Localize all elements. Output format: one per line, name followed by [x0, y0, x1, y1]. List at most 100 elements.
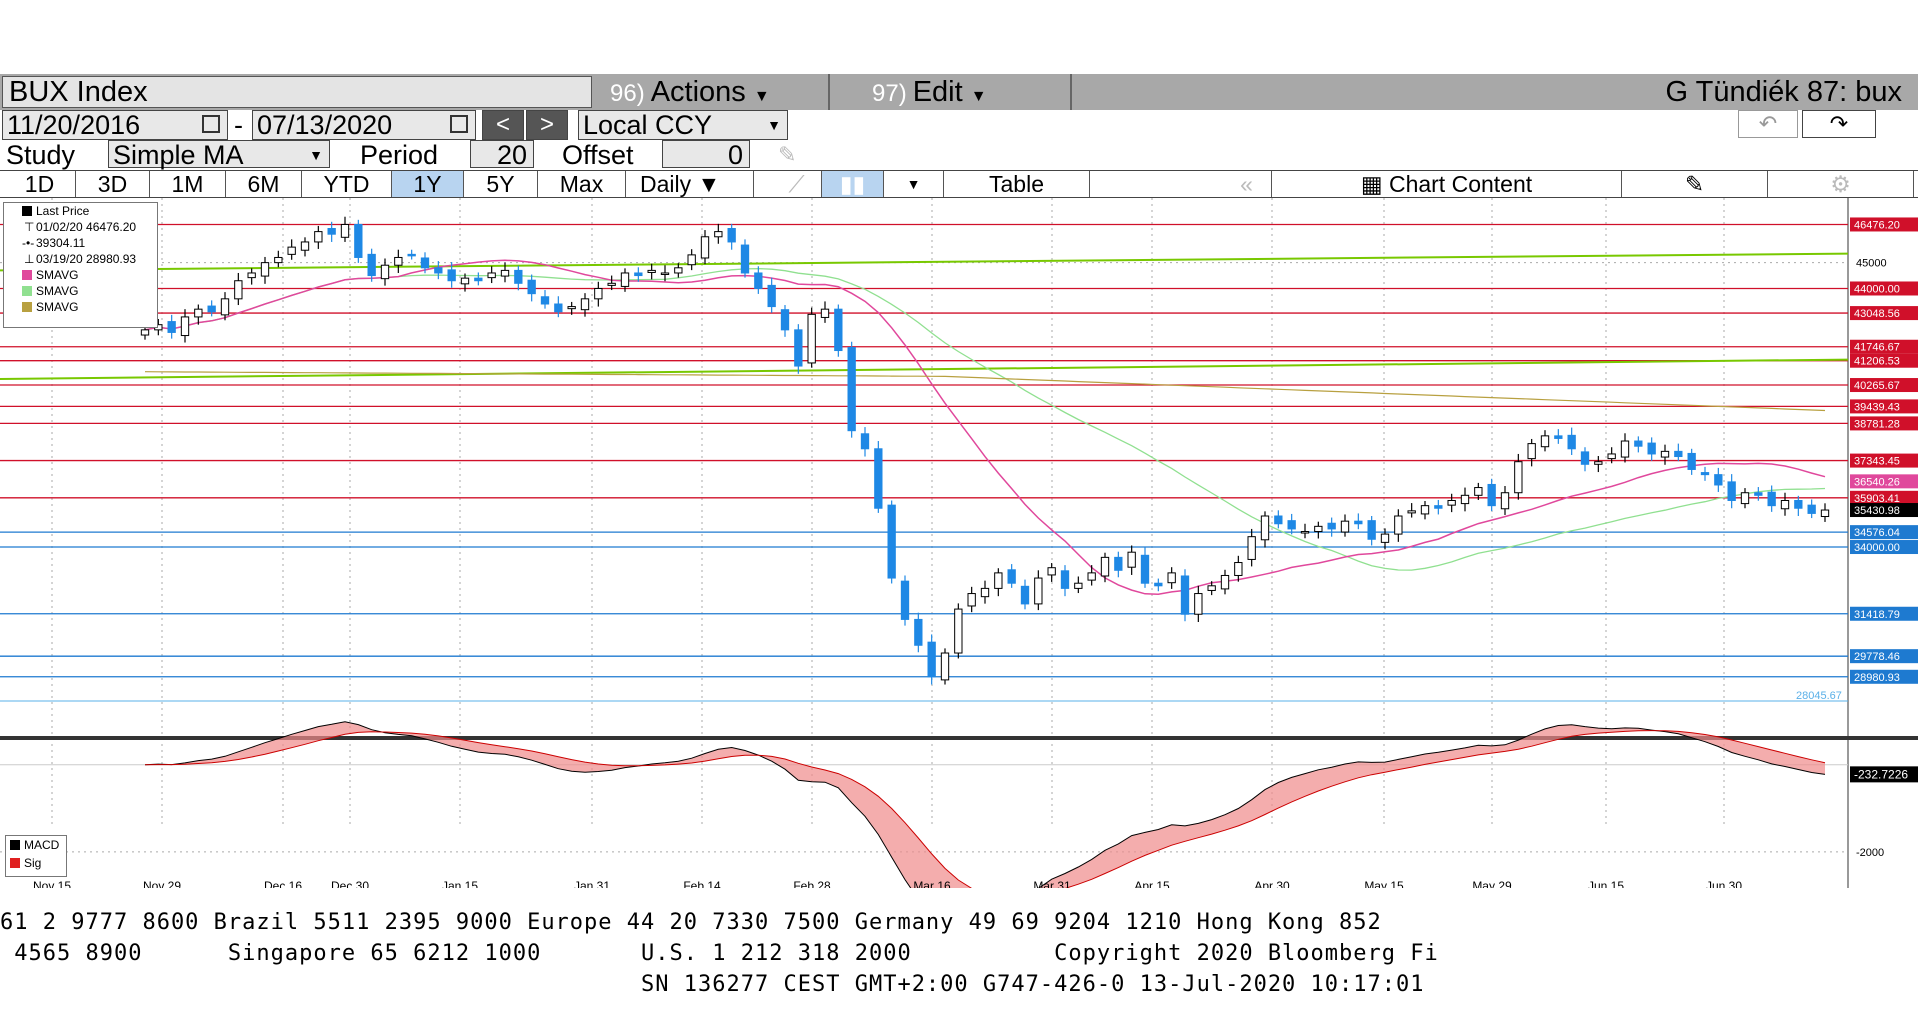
undo-icon[interactable]: ↶: [1738, 110, 1798, 138]
chart-content-label: Chart Content: [1388, 171, 1533, 197]
candle-body: [1247, 536, 1256, 560]
study-label: Study: [6, 140, 76, 170]
range-5y-button[interactable]: 5Y: [464, 171, 538, 197]
candle-body: [367, 253, 376, 277]
candle-body: [1527, 443, 1536, 460]
candle-body: [554, 303, 563, 313]
candle-body: [300, 241, 310, 251]
candle-body: [1727, 481, 1736, 501]
study-select[interactable]: Simple MA ▼: [108, 140, 330, 170]
candle-body: [674, 267, 683, 274]
candle-body: [380, 264, 390, 280]
pencil-icon[interactable]: ✎: [778, 142, 797, 167]
candle-body: [487, 272, 496, 279]
candle-body: [1207, 585, 1216, 591]
offset-input[interactable]: 0: [662, 140, 750, 169]
calendar-icon[interactable]: [450, 115, 468, 133]
currency-select[interactable]: Local CCY ▼: [578, 110, 788, 140]
swatch-icon: [10, 840, 20, 850]
chart-content-icon: ▦: [1360, 171, 1383, 197]
candle-body: [754, 272, 763, 289]
candle-body: [714, 231, 723, 238]
horizontal-levels: [0, 223, 1848, 702]
candle-body: [740, 244, 750, 274]
period-input[interactable]: 20: [470, 140, 534, 169]
range-ytd-button[interactable]: YTD: [302, 171, 392, 197]
candle-body: [1354, 520, 1363, 525]
ticker-field[interactable]: BUX Index: [2, 76, 592, 108]
range-bar: [0, 170, 1918, 198]
candle-body: [460, 277, 470, 285]
range-max-button[interactable]: Max: [538, 171, 626, 197]
range-1m-button[interactable]: 1M: [150, 171, 226, 197]
price-chart[interactable]: 45000 46476.20 44000.00 43048.56 41746.67 41…: [0, 198, 1918, 888]
candle-body: [1634, 440, 1643, 447]
study-text: Simple MA: [113, 140, 244, 170]
candle-body: [1460, 494, 1470, 505]
candle-body: [474, 277, 483, 282]
candle-body: [1060, 570, 1070, 589]
x-tick-label: Feb 28: [793, 879, 831, 888]
candle-body: [834, 308, 843, 352]
start-date-field[interactable]: 11/20/2016: [2, 110, 228, 140]
calendar-icon[interactable]: [202, 115, 220, 133]
chart-grid: 45000: [0, 198, 1918, 888]
candle-body: [660, 272, 670, 275]
range-6m-button[interactable]: 6M: [226, 171, 302, 197]
price-label-bg: [1850, 606, 1918, 621]
candle-body: [1740, 492, 1750, 505]
candle-body: [927, 641, 936, 678]
price-label-bg: [1850, 669, 1918, 684]
candle-body: [1287, 520, 1296, 530]
collapse-icon[interactable]: «: [1222, 171, 1272, 197]
range-3d-button[interactable]: 3D: [76, 171, 150, 197]
candles: [140, 216, 1830, 685]
candle-body: [1034, 577, 1043, 605]
candle-body: [967, 593, 976, 607]
actions-menu-button[interactable]: 96) Actions ▼: [600, 74, 830, 110]
price-label-bg: [1850, 306, 1918, 321]
redo-icon[interactable]: ↷: [1802, 110, 1876, 138]
x-tick-label: May 15: [1364, 879, 1404, 888]
candle-body: [1114, 556, 1123, 571]
candle-body: [1327, 522, 1336, 530]
swatch-icon: [22, 286, 32, 296]
candle-body: [327, 228, 336, 235]
table-button[interactable]: Table: [944, 171, 1090, 197]
legend-low: ⊥ 03/19/20 28980.93: [24, 252, 137, 266]
footer-line-3: SN 136277 CEST GMT+2:00 G747-426-0 13-Ju…: [0, 972, 1425, 997]
candle-chart-icon[interactable]: ▮▮: [822, 171, 884, 197]
end-date-field[interactable]: 07/13/2020: [252, 110, 476, 140]
candle-body: [1687, 452, 1696, 470]
candle-body: [860, 433, 870, 450]
candle-body: [1660, 450, 1670, 458]
next-button[interactable]: >: [526, 110, 568, 140]
x-tick-label: Nov 15: [33, 879, 71, 888]
gear-icon[interactable]: ⚙: [1768, 171, 1914, 197]
chevron-down-icon[interactable]: ▼: [884, 171, 944, 197]
candle-body: [820, 308, 830, 318]
chart-content-button[interactable]: ▦ Chart Content: [1272, 171, 1622, 197]
line-chart-icon[interactable]: ⟋: [772, 171, 822, 197]
candle-body: [980, 587, 990, 598]
candle-body: [1234, 562, 1243, 576]
prev-button[interactable]: <: [482, 110, 524, 140]
price-label-bg: [1850, 540, 1918, 555]
range-1y-button[interactable]: 1Y: [392, 171, 464, 197]
candle-body: [1340, 520, 1350, 533]
candle-body: [500, 269, 510, 277]
candle-body: [1074, 582, 1083, 589]
candle-body: [1180, 575, 1190, 615]
candle-body: [1260, 515, 1270, 541]
footer-line-1: 61 2 9777 8600 Brazil 5511 2395 9000 Eur…: [0, 910, 1382, 935]
candle-body: [1674, 450, 1683, 458]
chevron-down-icon: ▼: [970, 88, 987, 105]
frequency-select[interactable]: Daily ▼: [626, 171, 754, 197]
range-1d-button[interactable]: 1D: [4, 171, 76, 197]
actions-number: 96): [610, 80, 645, 107]
price-label: 34576.04: [1854, 527, 1900, 539]
candle-body: [767, 284, 776, 308]
edit-menu-button[interactable]: 97) Edit ▼: [832, 74, 1072, 110]
annotate-icon[interactable]: ✎: [1622, 171, 1768, 197]
legend-sig: Sig: [6, 854, 66, 872]
